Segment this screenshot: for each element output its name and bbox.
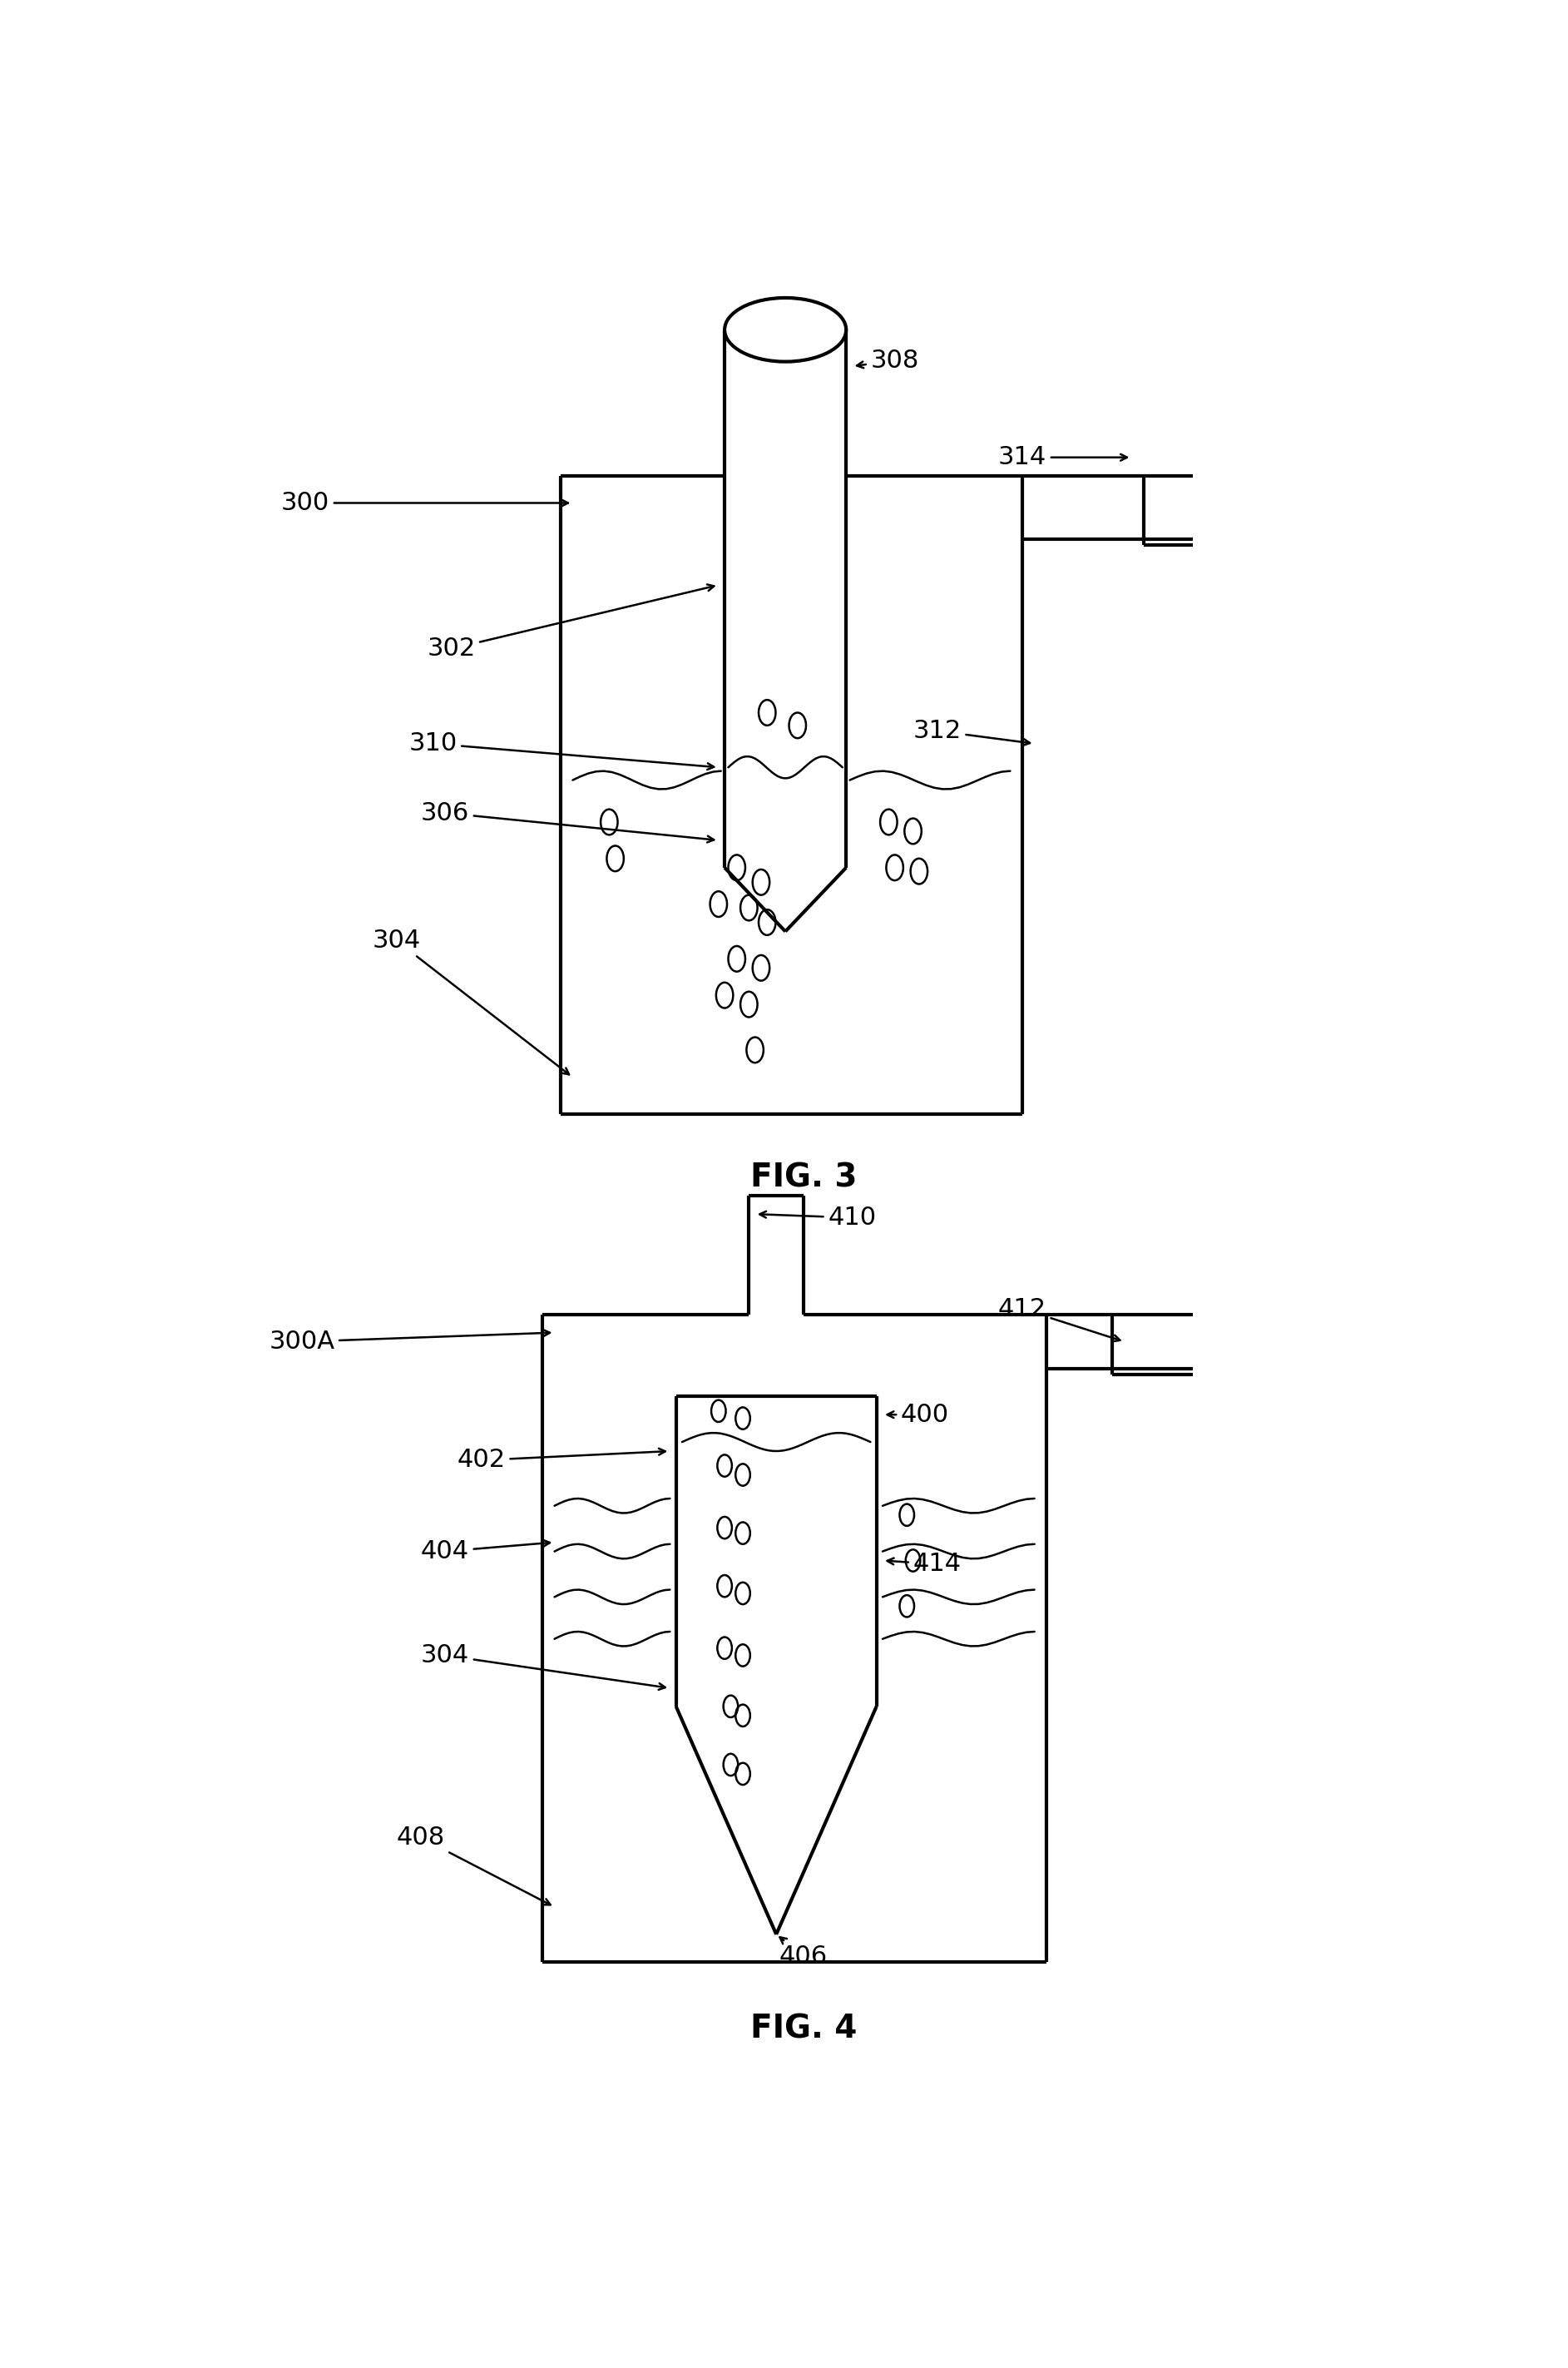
Text: 414: 414 [887, 1551, 961, 1577]
Text: 406: 406 [779, 1937, 828, 1968]
Text: 306: 306 [420, 800, 713, 843]
Ellipse shape [724, 298, 847, 362]
Text: 304: 304 [420, 1643, 665, 1691]
Text: 310: 310 [409, 732, 713, 770]
Text: 402: 402 [458, 1449, 665, 1473]
Text: 300A: 300A [270, 1331, 550, 1354]
Text: 404: 404 [420, 1539, 550, 1563]
Text: 300: 300 [281, 490, 568, 514]
Text: 400: 400 [887, 1402, 949, 1426]
Text: 308: 308 [856, 348, 919, 372]
Text: 314: 314 [999, 445, 1127, 469]
Text: FIG. 3: FIG. 3 [750, 1163, 858, 1193]
Text: 412: 412 [999, 1298, 1120, 1340]
Text: 312: 312 [913, 720, 1030, 746]
Text: FIG. 4: FIG. 4 [750, 2013, 858, 2046]
Text: 408: 408 [397, 1826, 550, 1904]
Text: 304: 304 [372, 928, 569, 1075]
Text: 410: 410 [759, 1205, 877, 1229]
Text: 302: 302 [426, 585, 713, 661]
